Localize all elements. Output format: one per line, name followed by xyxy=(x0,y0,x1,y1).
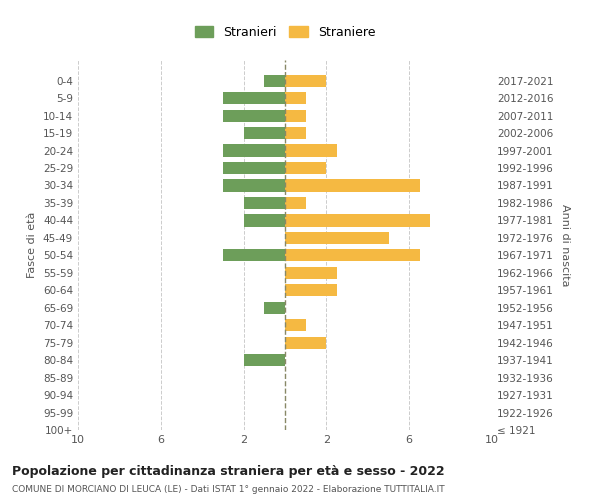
Bar xyxy=(285,266,337,279)
Bar xyxy=(244,214,285,226)
Bar xyxy=(223,249,285,262)
Y-axis label: Fasce di età: Fasce di età xyxy=(28,212,37,278)
Text: Popolazione per cittadinanza straniera per età e sesso - 2022: Popolazione per cittadinanza straniera p… xyxy=(12,465,445,478)
Bar xyxy=(285,249,419,262)
Bar xyxy=(285,144,337,156)
Bar xyxy=(285,110,306,122)
Bar xyxy=(285,284,337,296)
Y-axis label: Anni di nascita: Anni di nascita xyxy=(560,204,570,286)
Bar xyxy=(285,197,306,209)
Bar xyxy=(265,302,285,314)
Bar xyxy=(285,92,306,104)
Bar xyxy=(223,162,285,174)
Bar xyxy=(285,336,326,349)
Bar xyxy=(285,232,389,244)
Bar xyxy=(285,180,419,192)
Bar xyxy=(285,162,326,174)
Bar xyxy=(223,180,285,192)
Bar xyxy=(285,74,326,87)
Bar xyxy=(223,144,285,156)
Legend: Stranieri, Straniere: Stranieri, Straniere xyxy=(191,22,379,42)
Bar xyxy=(244,197,285,209)
Text: COMUNE DI MORCIANO DI LEUCA (LE) - Dati ISTAT 1° gennaio 2022 - Elaborazione TUT: COMUNE DI MORCIANO DI LEUCA (LE) - Dati … xyxy=(12,485,445,494)
Bar xyxy=(285,127,306,139)
Bar xyxy=(285,214,430,226)
Bar xyxy=(285,319,306,332)
Bar xyxy=(265,74,285,87)
Bar xyxy=(223,92,285,104)
Bar xyxy=(244,354,285,366)
Bar xyxy=(244,127,285,139)
Bar xyxy=(223,110,285,122)
